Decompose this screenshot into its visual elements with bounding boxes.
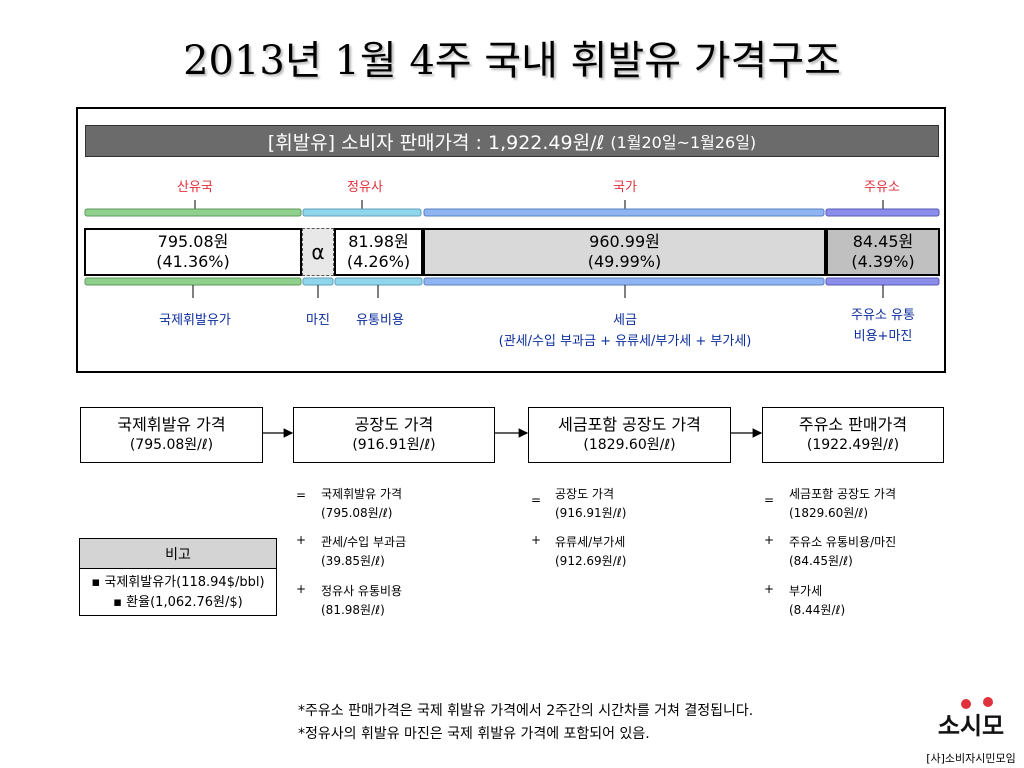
category-gas-station: 주유소 [864,180,900,195]
c1-r2-line1: 관세/수입 부과금 [321,535,407,549]
lower-braces [84,277,940,298]
flow-retail-price: 주유소 판매가격 (1922.49원/ℓ) [762,407,944,463]
flow-factory-with-tax: 세금포함 공장도 가격 (1829.60원/ℓ) [528,407,731,463]
c3-r1-op: = [764,493,775,507]
c1-r1-line2: (795.08원/ℓ) [321,506,393,520]
segment-crude-value: 795.08원 [157,232,229,251]
c3-r2-line2: (84.45원/ℓ) [789,554,853,568]
c2-r2-line2: (912.69원/ℓ) [555,554,627,568]
upper-braces [84,200,940,217]
c1-r3: 정유사 유통비용 (81.98원/ℓ) [321,582,402,620]
segment-station-value: 84.45원 [852,232,914,251]
segment-refiner: 81.98원 (4.26%) [334,228,423,276]
c2-r1: 공장도 가격 (916.91원/ℓ) [555,485,626,523]
flow-factory-with-tax-value: (1829.60원/ℓ) [583,437,676,453]
note-dist-cost: 유통비용 [356,313,404,328]
consumer-price-header: [휘발유] 소비자 판매가격 : 1,922.49원/ℓ (1월20일~1월26… [85,125,939,157]
page-title: 2013년 1월 4주 국내 휘발유 가격구조 [183,38,841,84]
c3-r1-line2: (1829.60원/ℓ) [789,506,869,520]
flow-arrows [263,428,763,438]
flow-intl-price-value: (795.08원/ℓ) [129,437,214,453]
note-tax: 세금 (관세/수입 부과금 + 유류세/부가세 + 부가세) [425,310,825,352]
note-tax-line1: 세금 [613,313,637,328]
c3-r1-line1: 세금포함 공장도 가격 [789,487,896,501]
segment-tax-value: 960.99원 [589,232,660,251]
note-box: 비고 ▪ 국제휘발유가(118.94$/bbl) ▪ 환율(1,062.76원/… [79,538,277,616]
segment-tax-pct: (49.99%) [587,252,662,271]
c1-r2-line2: (39.85원/ℓ) [321,554,385,568]
consumer-price-main: [휘발유] 소비자 판매가격 : 1,922.49원/ℓ [267,131,605,154]
category-government: 국가 [613,180,637,195]
logo-org-name: [사]소비자시민모임 [926,752,1016,765]
c3-r3-line1: 부가세 [789,584,823,598]
c2-r1-line1: 공장도 가격 [555,487,615,501]
c2-r1-op: = [531,493,542,507]
c2-r1-line2: (916.91원/ℓ) [555,506,627,520]
c2-r2-line1: 유류세/부가세 [555,535,626,549]
logo-mark-text: 소시모 [938,712,1004,740]
price-structure-frame [76,107,946,373]
brace-station-below [825,277,940,298]
c1-r2-op: + [296,533,307,547]
note-line2: ▪ 환율(1,062.76원/$) [113,595,243,610]
logo-mark: 소시모 [938,697,1004,740]
c1-r3-line1: 정유사 유통비용 [321,584,403,598]
c3-r2: 주유소 유통비용/마진 (84.45원/ℓ) [789,533,896,571]
footnote-2: *정유사의 휘발유 마진은 국제 휘발유 가격에 포함되어 있음. [298,726,650,742]
note-station-line1: 주유소 유통 [851,308,915,323]
segment-station: 84.45원 (4.39%) [826,228,940,276]
flow-intl-price: 국제휘발유 가격 (795.08원/ℓ) [80,407,263,463]
note-header: 비고 [80,539,276,569]
c1-r1-op: = [296,488,307,502]
note-body: ▪ 국제휘발유가(118.94$/bbl) ▪ 환율(1,062.76원/$) [80,569,276,613]
flow-retail-price-value: (1922.49원/ℓ) [806,437,900,453]
flow-factory-with-tax-name: 세금포함 공장도 가격 [558,415,701,434]
flow-intl-price-name: 국제휘발유 가격 [117,415,226,434]
alpha-symbol: α [311,240,325,264]
footnote-1: *주유소 판매가격은 국제 휘발유 가격에서 2주간의 시간차를 거쳐 결정됩니… [298,703,754,719]
consumer-price-period: (1월20일~1월26일) [610,133,757,152]
c3-r2-line1: 주유소 유통비용/마진 [789,535,897,549]
flow-retail-price-name: 주유소 판매가격 [798,415,908,434]
brace-oil-country [84,200,302,217]
c3-r3: 부가세 (8.44원/ℓ) [789,582,845,620]
c3-r3-line2: (8.44원/ℓ) [789,603,846,617]
brace-margin-below [302,277,334,298]
note-margin: 마진 [306,313,330,328]
c1-r1-line1: 국제휘발유 가격 [321,487,403,501]
c1-r2: 관세/수입 부과금 (39.85원/ℓ) [321,533,406,571]
c1-r1: 국제휘발유 가격 (795.08원/ℓ) [321,485,402,523]
c3-r2-op: + [764,533,775,547]
note-intl-price: 국제휘발유가 [159,313,231,328]
brace-crude-below [84,277,302,298]
flow-factory-price-value: (916.91원/ℓ) [352,437,436,453]
note-line1: ▪ 국제휘발유가(118.94$/bbl) [91,575,265,590]
segment-alpha: α [302,228,334,276]
flow-factory-price-name: 공장도 가격 [354,415,434,434]
brace-refiner [302,200,422,217]
org-logo: 소시모 [사]소비자시민모임 [922,696,1020,766]
segment-tax: 960.99원 (49.99%) [423,228,826,276]
note-station-line2: 비용+마진 [853,329,913,344]
segment-crude: 795.08원 (41.36%) [84,228,302,276]
c3-r1: 세금포함 공장도 가격 (1829.60원/ℓ) [789,485,896,523]
c3-r3-op: + [764,582,775,596]
note-station: 주유소 유통 비용+마진 [828,305,938,347]
category-refiner: 정유사 [347,180,383,195]
note-tax-line2: (관세/수입 부과금 + 유류세/부가세 + 부가세) [498,334,752,349]
c2-r2-op: + [531,533,542,547]
segment-crude-pct: (41.36%) [156,252,230,271]
flow-factory-price: 공장도 가격 (916.91원/ℓ) [293,407,495,463]
c1-r3-line2: (81.98원/ℓ) [321,603,385,617]
segment-refiner-pct: (4.26%) [346,252,411,271]
c1-r3-op: + [296,582,307,596]
brace-gas-station [825,200,940,217]
brace-government [423,200,825,217]
brace-dist-below [334,277,423,298]
brace-tax-below [423,277,825,298]
segment-station-pct: (4.39%) [851,252,915,271]
segment-refiner-value: 81.98원 [348,232,409,251]
c2-r2: 유류세/부가세 (912.69원/ℓ) [555,533,626,571]
category-oil-country: 산유국 [177,180,213,195]
